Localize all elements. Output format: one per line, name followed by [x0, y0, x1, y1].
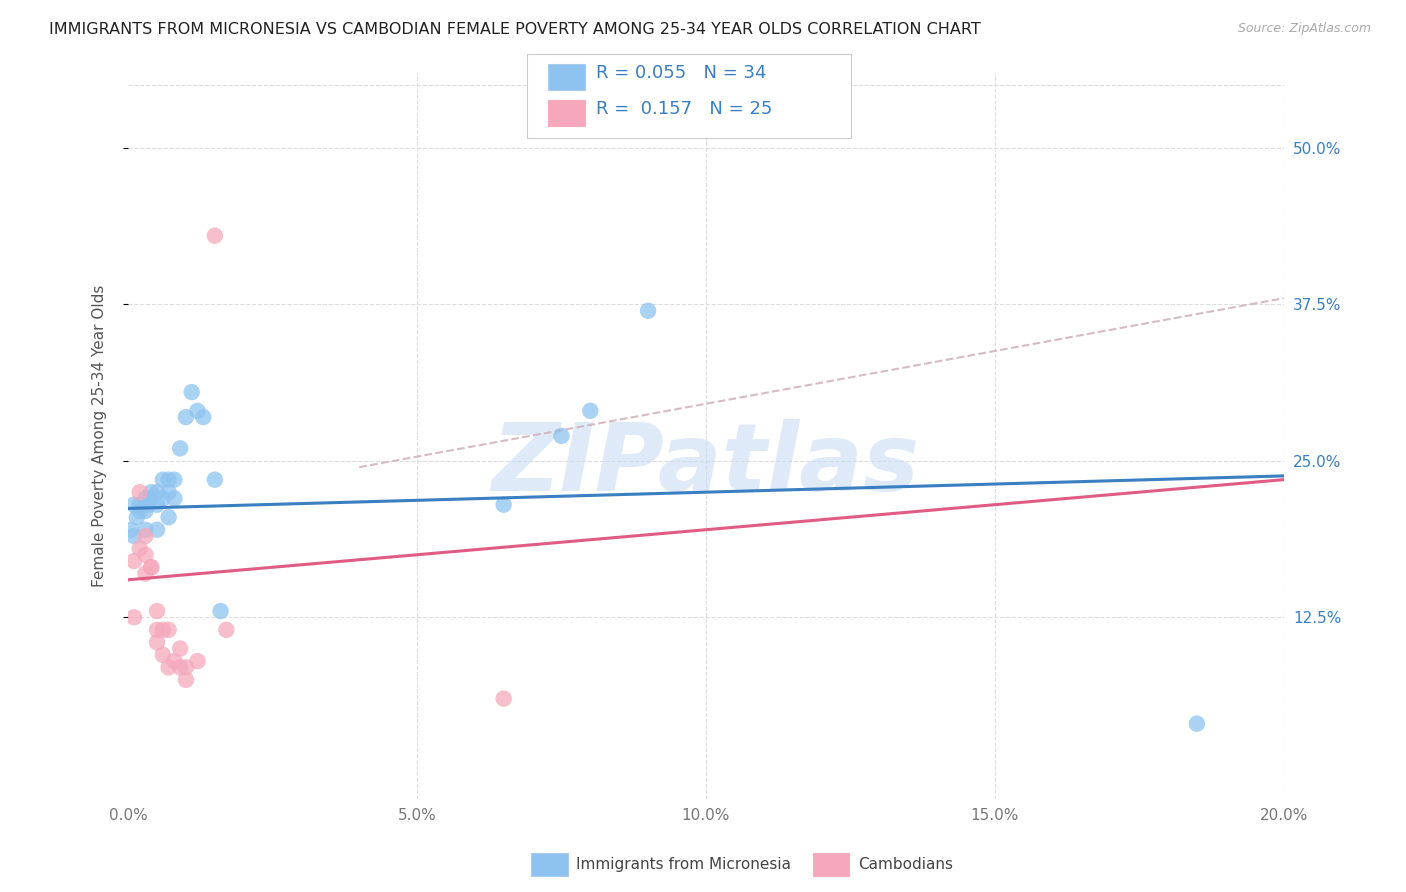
Point	[204, 228, 226, 243]
Point	[492, 691, 515, 706]
Point	[134, 491, 156, 506]
Text: Cambodians: Cambodians	[858, 857, 953, 871]
Point	[134, 523, 156, 537]
Point	[215, 623, 238, 637]
Point	[125, 510, 148, 524]
Point	[157, 485, 180, 500]
Point	[134, 529, 156, 543]
Point	[138, 498, 160, 512]
Point	[146, 623, 169, 637]
Point	[174, 410, 197, 425]
Point	[163, 473, 186, 487]
Point	[122, 498, 145, 512]
Point	[492, 498, 515, 512]
Point	[579, 404, 602, 418]
Point	[122, 529, 145, 543]
Point	[157, 623, 180, 637]
Point	[134, 504, 156, 518]
Point	[204, 473, 226, 487]
Point	[169, 641, 191, 656]
Point	[157, 660, 180, 674]
Point	[141, 491, 163, 506]
Point	[186, 404, 208, 418]
Text: IMMIGRANTS FROM MICRONESIA VS CAMBODIAN FEMALE POVERTY AMONG 25-34 YEAR OLDS COR: IMMIGRANTS FROM MICRONESIA VS CAMBODIAN …	[49, 22, 981, 37]
Point	[550, 429, 572, 443]
Point	[1185, 716, 1208, 731]
Point	[128, 504, 150, 518]
Point	[152, 648, 174, 662]
Point	[169, 442, 191, 456]
Point	[152, 623, 174, 637]
Point	[134, 566, 156, 581]
Y-axis label: Female Poverty Among 25-34 Year Olds: Female Poverty Among 25-34 Year Olds	[93, 285, 107, 587]
Point	[163, 654, 186, 668]
Point	[152, 473, 174, 487]
Point	[128, 485, 150, 500]
Point	[146, 498, 169, 512]
Text: Source: ZipAtlas.com: Source: ZipAtlas.com	[1237, 22, 1371, 36]
Text: Immigrants from Micronesia: Immigrants from Micronesia	[576, 857, 792, 871]
Text: ZIPatlas: ZIPatlas	[492, 419, 920, 511]
Point	[128, 498, 150, 512]
Point	[141, 485, 163, 500]
Point	[180, 385, 202, 400]
Point	[141, 560, 163, 574]
Point	[174, 660, 197, 674]
Point	[157, 510, 180, 524]
Point	[209, 604, 232, 618]
Point	[193, 410, 215, 425]
Point	[152, 491, 174, 506]
Point	[146, 523, 169, 537]
Point	[122, 554, 145, 568]
Point	[120, 523, 142, 537]
Point	[146, 635, 169, 649]
Text: R = 0.055   N = 34: R = 0.055 N = 34	[596, 64, 766, 82]
Point	[174, 673, 197, 687]
Text: R =  0.157   N = 25: R = 0.157 N = 25	[596, 100, 772, 118]
Point	[186, 654, 208, 668]
Point	[141, 560, 163, 574]
Point	[169, 660, 191, 674]
Point	[146, 604, 169, 618]
Point	[134, 548, 156, 562]
Point	[122, 610, 145, 624]
Point	[163, 491, 186, 506]
Point	[128, 541, 150, 556]
Point	[637, 303, 659, 318]
Point	[157, 473, 180, 487]
Point	[146, 485, 169, 500]
